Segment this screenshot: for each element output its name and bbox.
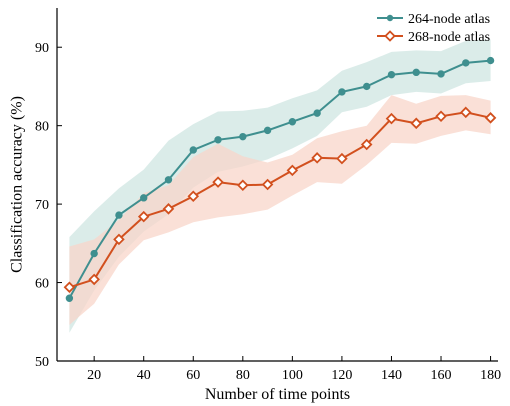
x-ticks: 20 40 60 80 100 120 140 160 180 xyxy=(87,356,501,383)
data-point-1 xyxy=(385,112,398,125)
series-markers xyxy=(63,56,497,302)
y-ticks: 50 60 70 80 90 xyxy=(35,41,62,370)
x-tick-label: 180 xyxy=(480,368,501,383)
x-tick-label: 20 xyxy=(87,368,101,383)
data-point-1 xyxy=(410,117,423,130)
legend-marker-268 xyxy=(384,30,396,42)
data-point-1 xyxy=(63,281,76,294)
data-point-0 xyxy=(313,109,321,117)
data-point-1 xyxy=(360,138,373,151)
y-axis-title: Classification accuracy (%) xyxy=(9,96,26,273)
data-point-0 xyxy=(164,176,173,184)
y-tick-label: 90 xyxy=(35,41,49,56)
data-point-0 xyxy=(362,82,371,91)
legend-entry-268: 268-node atlas xyxy=(377,30,490,45)
data-point-1 xyxy=(460,106,472,119)
x-axis-title: Number of time points xyxy=(205,386,350,403)
data-point-0 xyxy=(263,126,272,135)
x-tick-label: 100 xyxy=(282,368,303,383)
data-point-1 xyxy=(113,233,125,246)
data-point-0 xyxy=(140,194,148,202)
y-tick-label: 70 xyxy=(35,198,49,213)
legend-entry-264: 264-node atlas xyxy=(377,12,490,27)
data-point-1 xyxy=(484,112,497,124)
data-point-0 xyxy=(90,249,98,258)
data-point-0 xyxy=(189,146,197,154)
data-point-1 xyxy=(187,190,200,203)
x-tick-label: 160 xyxy=(431,368,452,383)
data-point-0 xyxy=(437,70,445,78)
data-point-0 xyxy=(412,68,420,77)
data-point-1 xyxy=(336,152,348,165)
data-point-1 xyxy=(286,164,299,177)
y-tick-label: 80 xyxy=(35,120,49,135)
x-tick-label: 120 xyxy=(331,368,352,383)
confidence-band-0 xyxy=(69,39,491,333)
x-tick-label: 60 xyxy=(186,368,200,383)
data-point-1 xyxy=(162,203,175,215)
data-point-0 xyxy=(65,294,74,302)
x-tick-label: 40 xyxy=(137,368,151,383)
data-point-1 xyxy=(311,152,323,164)
legend-label-264: 264-node atlas xyxy=(408,12,490,27)
data-point-1 xyxy=(261,178,274,191)
confidence-bands xyxy=(69,39,491,333)
legend: 264-node atlas 268-node atlas xyxy=(377,12,490,45)
data-point-0 xyxy=(239,132,247,141)
data-point-0 xyxy=(462,59,470,67)
data-point-1 xyxy=(137,210,150,223)
data-point-1 xyxy=(88,273,100,286)
data-point-0 xyxy=(115,211,123,219)
data-point-0 xyxy=(486,56,495,65)
data-point-1 xyxy=(237,179,249,192)
y-tick-label: 60 xyxy=(35,277,49,292)
data-point-1 xyxy=(435,110,447,123)
x-tick-label: 140 xyxy=(381,368,402,383)
data-point-0 xyxy=(387,70,396,79)
data-point-0 xyxy=(288,118,297,126)
data-point-0 xyxy=(214,136,222,144)
data-point-0 xyxy=(338,88,346,96)
legend-marker-264 xyxy=(386,14,394,22)
axes xyxy=(56,8,498,362)
y-tick-label: 50 xyxy=(35,355,49,370)
legend-label-268: 268-node atlas xyxy=(408,30,490,45)
x-tick-label: 80 xyxy=(236,368,250,383)
series-line-0 xyxy=(68,59,491,299)
data-point-1 xyxy=(212,176,224,188)
confidence-band-1 xyxy=(69,95,491,325)
